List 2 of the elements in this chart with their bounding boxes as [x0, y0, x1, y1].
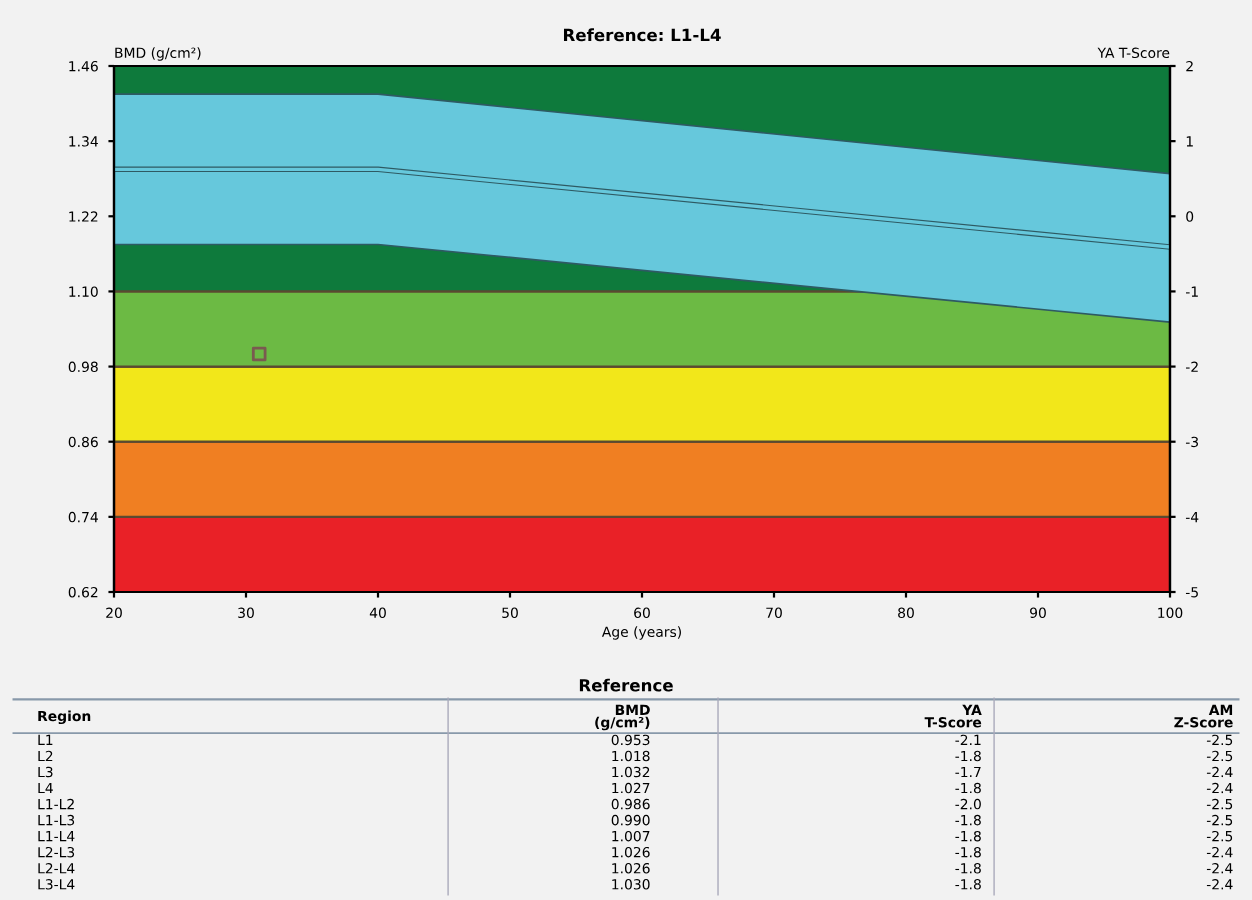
text: Reference [579, 678, 673, 692]
chart-title: Reference: L1-L4 [563, 28, 721, 42]
